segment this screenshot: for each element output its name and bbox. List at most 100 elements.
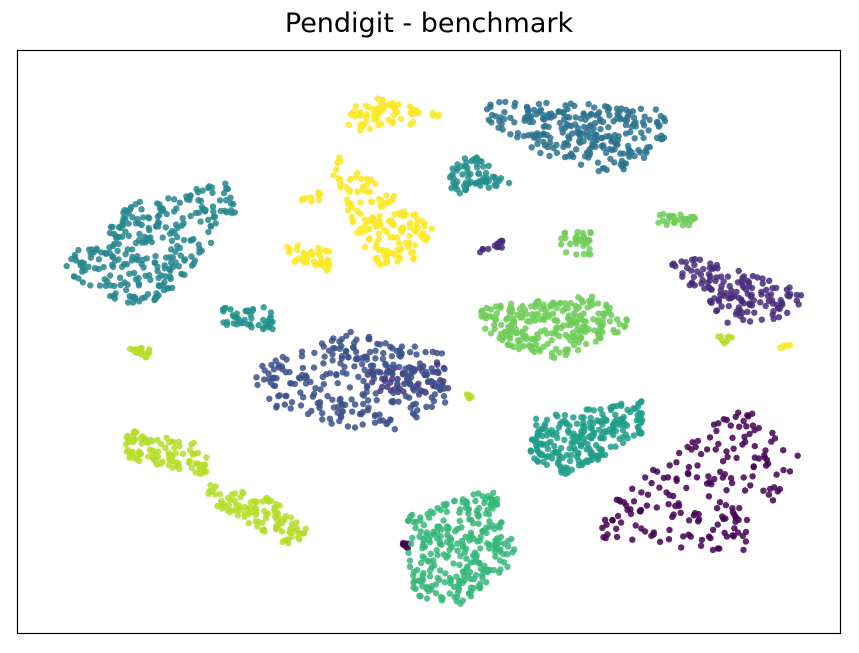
data-point bbox=[484, 540, 491, 547]
data-point bbox=[708, 286, 715, 293]
data-point bbox=[302, 380, 310, 387]
data-point bbox=[310, 364, 318, 371]
data-point bbox=[573, 146, 580, 153]
data-point bbox=[497, 533, 505, 541]
data-point bbox=[715, 420, 722, 427]
data-point bbox=[348, 213, 355, 220]
data-point bbox=[412, 524, 419, 532]
data-point bbox=[443, 554, 450, 561]
data-point bbox=[255, 518, 262, 525]
data-point bbox=[365, 177, 372, 185]
data-point bbox=[295, 534, 302, 541]
data-point bbox=[472, 572, 480, 579]
data-point bbox=[394, 258, 401, 265]
data-point bbox=[587, 229, 594, 237]
data-point bbox=[572, 114, 579, 121]
data-point bbox=[606, 112, 613, 119]
data-point bbox=[548, 427, 555, 434]
data-point bbox=[144, 235, 151, 242]
data-point bbox=[296, 255, 303, 262]
data-point bbox=[266, 395, 273, 402]
data-point bbox=[541, 131, 548, 138]
data-point bbox=[624, 506, 631, 514]
data-point bbox=[228, 491, 235, 498]
data-point bbox=[320, 360, 327, 367]
data-point bbox=[407, 540, 415, 547]
data-point bbox=[617, 150, 624, 157]
data-point bbox=[363, 383, 371, 391]
data-point bbox=[574, 125, 582, 132]
data-point bbox=[417, 528, 424, 535]
data-point bbox=[154, 453, 162, 461]
data-point bbox=[247, 321, 254, 328]
data-point bbox=[555, 424, 562, 431]
data-point bbox=[698, 536, 706, 544]
data-point bbox=[391, 210, 398, 218]
data-point bbox=[180, 220, 187, 227]
data-point bbox=[521, 332, 528, 340]
data-point bbox=[716, 468, 724, 475]
data-point bbox=[138, 239, 146, 246]
data-point bbox=[714, 521, 721, 528]
data-point bbox=[541, 421, 549, 428]
data-point bbox=[377, 197, 385, 204]
data-point bbox=[374, 368, 381, 375]
data-point bbox=[569, 329, 577, 336]
data-point bbox=[580, 110, 587, 117]
data-point bbox=[740, 546, 747, 554]
data-point bbox=[552, 448, 559, 455]
data-point bbox=[573, 251, 580, 258]
data-point bbox=[437, 506, 444, 514]
data-point bbox=[234, 512, 242, 519]
data-point bbox=[260, 376, 268, 383]
data-point bbox=[330, 404, 338, 411]
data-point bbox=[548, 455, 556, 462]
data-point bbox=[467, 584, 475, 591]
data-point bbox=[134, 215, 141, 223]
data-point bbox=[441, 399, 449, 406]
data-point bbox=[564, 142, 572, 149]
data-point bbox=[317, 386, 324, 393]
data-point bbox=[346, 186, 353, 194]
data-point bbox=[617, 519, 625, 526]
data-point bbox=[525, 132, 532, 139]
data-point bbox=[486, 518, 493, 525]
data-point bbox=[385, 218, 393, 225]
data-point bbox=[746, 318, 754, 325]
data-point bbox=[390, 192, 398, 200]
data-point bbox=[694, 462, 701, 469]
data-point bbox=[405, 372, 412, 380]
data-point bbox=[487, 313, 494, 320]
data-point bbox=[180, 236, 188, 244]
data-point bbox=[482, 169, 490, 177]
data-point bbox=[357, 210, 364, 217]
data-point bbox=[564, 304, 571, 312]
data-point bbox=[660, 474, 667, 482]
data-point bbox=[129, 454, 137, 461]
data-point bbox=[673, 459, 680, 466]
data-point bbox=[623, 317, 631, 324]
data-point bbox=[713, 307, 720, 315]
data-point bbox=[381, 252, 388, 259]
data-point bbox=[365, 335, 372, 342]
data-point bbox=[345, 200, 352, 208]
data-point bbox=[700, 265, 707, 273]
data-point bbox=[626, 147, 633, 155]
data-point bbox=[140, 214, 147, 221]
data-point bbox=[607, 155, 614, 163]
data-point bbox=[132, 348, 140, 356]
data-point bbox=[438, 526, 445, 533]
data-point bbox=[365, 404, 372, 411]
data-point bbox=[207, 239, 215, 246]
data-point bbox=[724, 273, 732, 280]
data-point bbox=[124, 281, 131, 288]
data-point bbox=[439, 595, 446, 602]
data-point bbox=[740, 284, 747, 291]
points-layer bbox=[63, 95, 805, 607]
data-point bbox=[600, 435, 608, 442]
data-point bbox=[138, 206, 145, 213]
data-point bbox=[743, 423, 750, 430]
data-point bbox=[406, 394, 413, 401]
data-point bbox=[341, 363, 348, 370]
data-point bbox=[563, 346, 570, 353]
